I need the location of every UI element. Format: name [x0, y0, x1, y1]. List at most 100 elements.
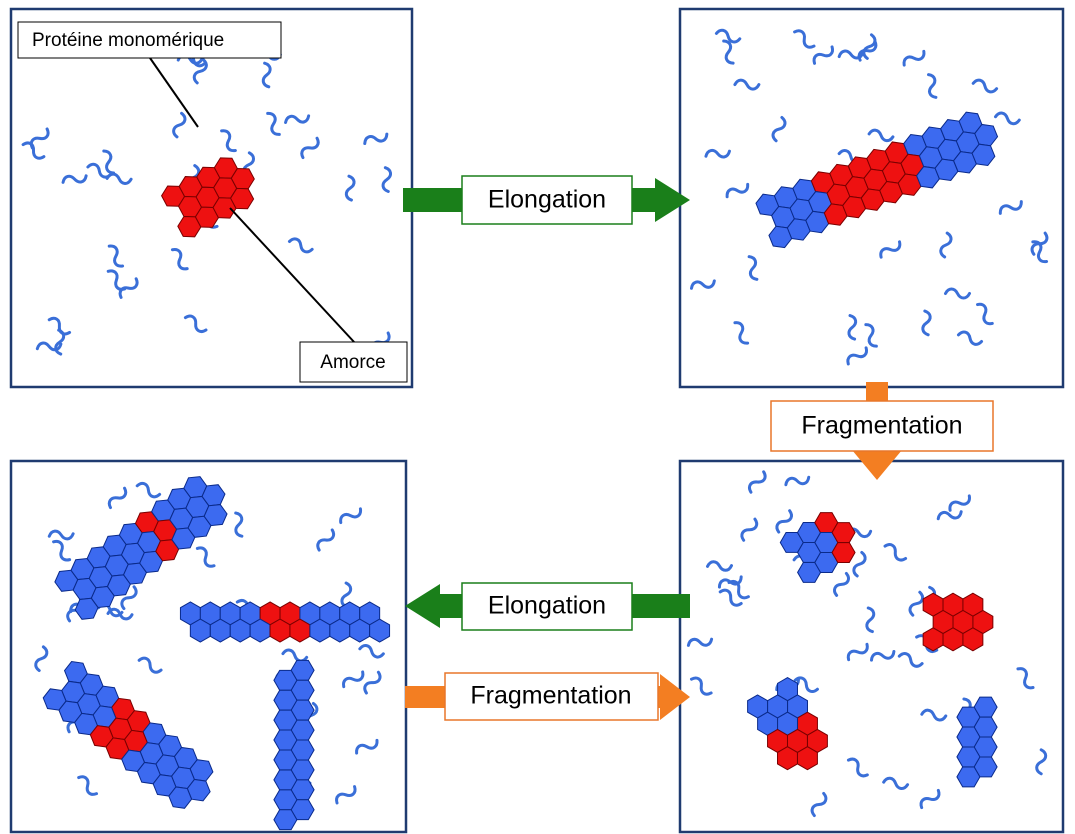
fibril — [179, 601, 391, 643]
protein-hexagon — [273, 769, 298, 791]
monomer — [261, 61, 272, 89]
monomer — [956, 330, 984, 346]
protein-hexagon — [956, 746, 981, 768]
monomer — [284, 114, 311, 125]
monomer — [748, 470, 767, 494]
protein-hexagon — [349, 618, 371, 643]
protein-hexagon — [971, 143, 996, 167]
monomer — [363, 132, 389, 145]
monomer — [810, 791, 828, 818]
monomer — [793, 676, 819, 693]
monomer — [908, 590, 925, 617]
protein-hexagon — [273, 789, 298, 811]
monomer — [775, 509, 793, 534]
protein-hexagon — [956, 726, 981, 748]
monomer — [994, 111, 1021, 126]
step-box — [770, 400, 994, 452]
monomer — [195, 546, 216, 568]
monomer — [740, 517, 759, 542]
monomer — [852, 550, 867, 578]
monomer — [722, 39, 735, 65]
monomer — [857, 39, 878, 62]
monomer — [118, 277, 139, 299]
step-box — [461, 175, 633, 225]
monomer — [846, 642, 869, 662]
monomer — [172, 111, 187, 139]
monomer — [833, 571, 850, 597]
monomer — [733, 78, 761, 91]
monomer — [335, 785, 357, 805]
fibrils — [42, 111, 999, 831]
protein-hexagon — [209, 618, 231, 643]
monomer — [220, 129, 237, 153]
monomer — [363, 670, 382, 695]
monomer — [948, 494, 971, 512]
monomer — [704, 148, 731, 159]
monomer — [135, 481, 162, 499]
monomer — [847, 314, 858, 341]
monomer — [971, 78, 999, 94]
monomer — [107, 486, 128, 510]
monomer — [102, 149, 116, 175]
protein-hexagon — [273, 729, 298, 751]
step-label: Fragmentation — [801, 412, 962, 440]
step-box — [444, 672, 659, 721]
monomer — [862, 33, 877, 60]
protein-hexagon — [309, 618, 331, 643]
monomer — [867, 128, 895, 143]
monomer — [865, 606, 876, 634]
monomer — [340, 581, 353, 609]
fibril — [755, 111, 999, 249]
monomer — [61, 174, 88, 184]
fibril — [956, 696, 998, 788]
protein-hexagon — [956, 706, 981, 728]
monomer — [686, 637, 714, 647]
primer-hexagon — [230, 187, 255, 210]
monomer — [784, 475, 811, 487]
monomer — [706, 560, 733, 572]
monomer — [52, 539, 72, 562]
monomer — [234, 511, 244, 538]
monomer — [883, 543, 908, 562]
protein-hexagon — [273, 669, 298, 691]
monomer — [1016, 667, 1035, 690]
fibril — [779, 512, 856, 583]
monomer — [86, 162, 113, 179]
monomer — [846, 757, 869, 778]
primer-hexagon — [962, 627, 984, 652]
protein-hexagon — [273, 809, 298, 831]
monomer — [77, 775, 99, 796]
primer-hexagon — [831, 542, 856, 563]
monomer — [355, 738, 379, 755]
monomer — [21, 141, 46, 160]
monomer — [897, 652, 924, 668]
protein-hexagon — [329, 618, 351, 643]
protein-hexagon — [189, 618, 211, 643]
monomer — [35, 341, 63, 352]
monomer — [879, 240, 902, 259]
monomer — [747, 255, 759, 281]
protein-hexagon — [273, 709, 298, 731]
primer-hexagon — [289, 618, 311, 643]
monomers — [21, 28, 1049, 818]
monomer — [837, 49, 865, 60]
fibril — [747, 677, 828, 771]
monomer — [1035, 748, 1048, 776]
monomer — [689, 279, 716, 290]
monomer — [920, 708, 948, 722]
monomer — [106, 269, 127, 291]
protein-hexagon — [168, 786, 193, 809]
monomer — [344, 174, 356, 202]
monomer — [939, 231, 953, 259]
step-label: Elongation — [488, 186, 606, 214]
monomer — [869, 649, 896, 662]
monomer — [919, 788, 941, 810]
monomer — [936, 510, 963, 521]
monomer — [339, 507, 363, 525]
monomer — [316, 528, 336, 552]
monomer — [107, 244, 125, 268]
primer-hexagon — [922, 627, 944, 652]
step-box — [461, 582, 633, 631]
monomer — [300, 136, 320, 160]
callout-label: Amorce — [320, 352, 385, 373]
